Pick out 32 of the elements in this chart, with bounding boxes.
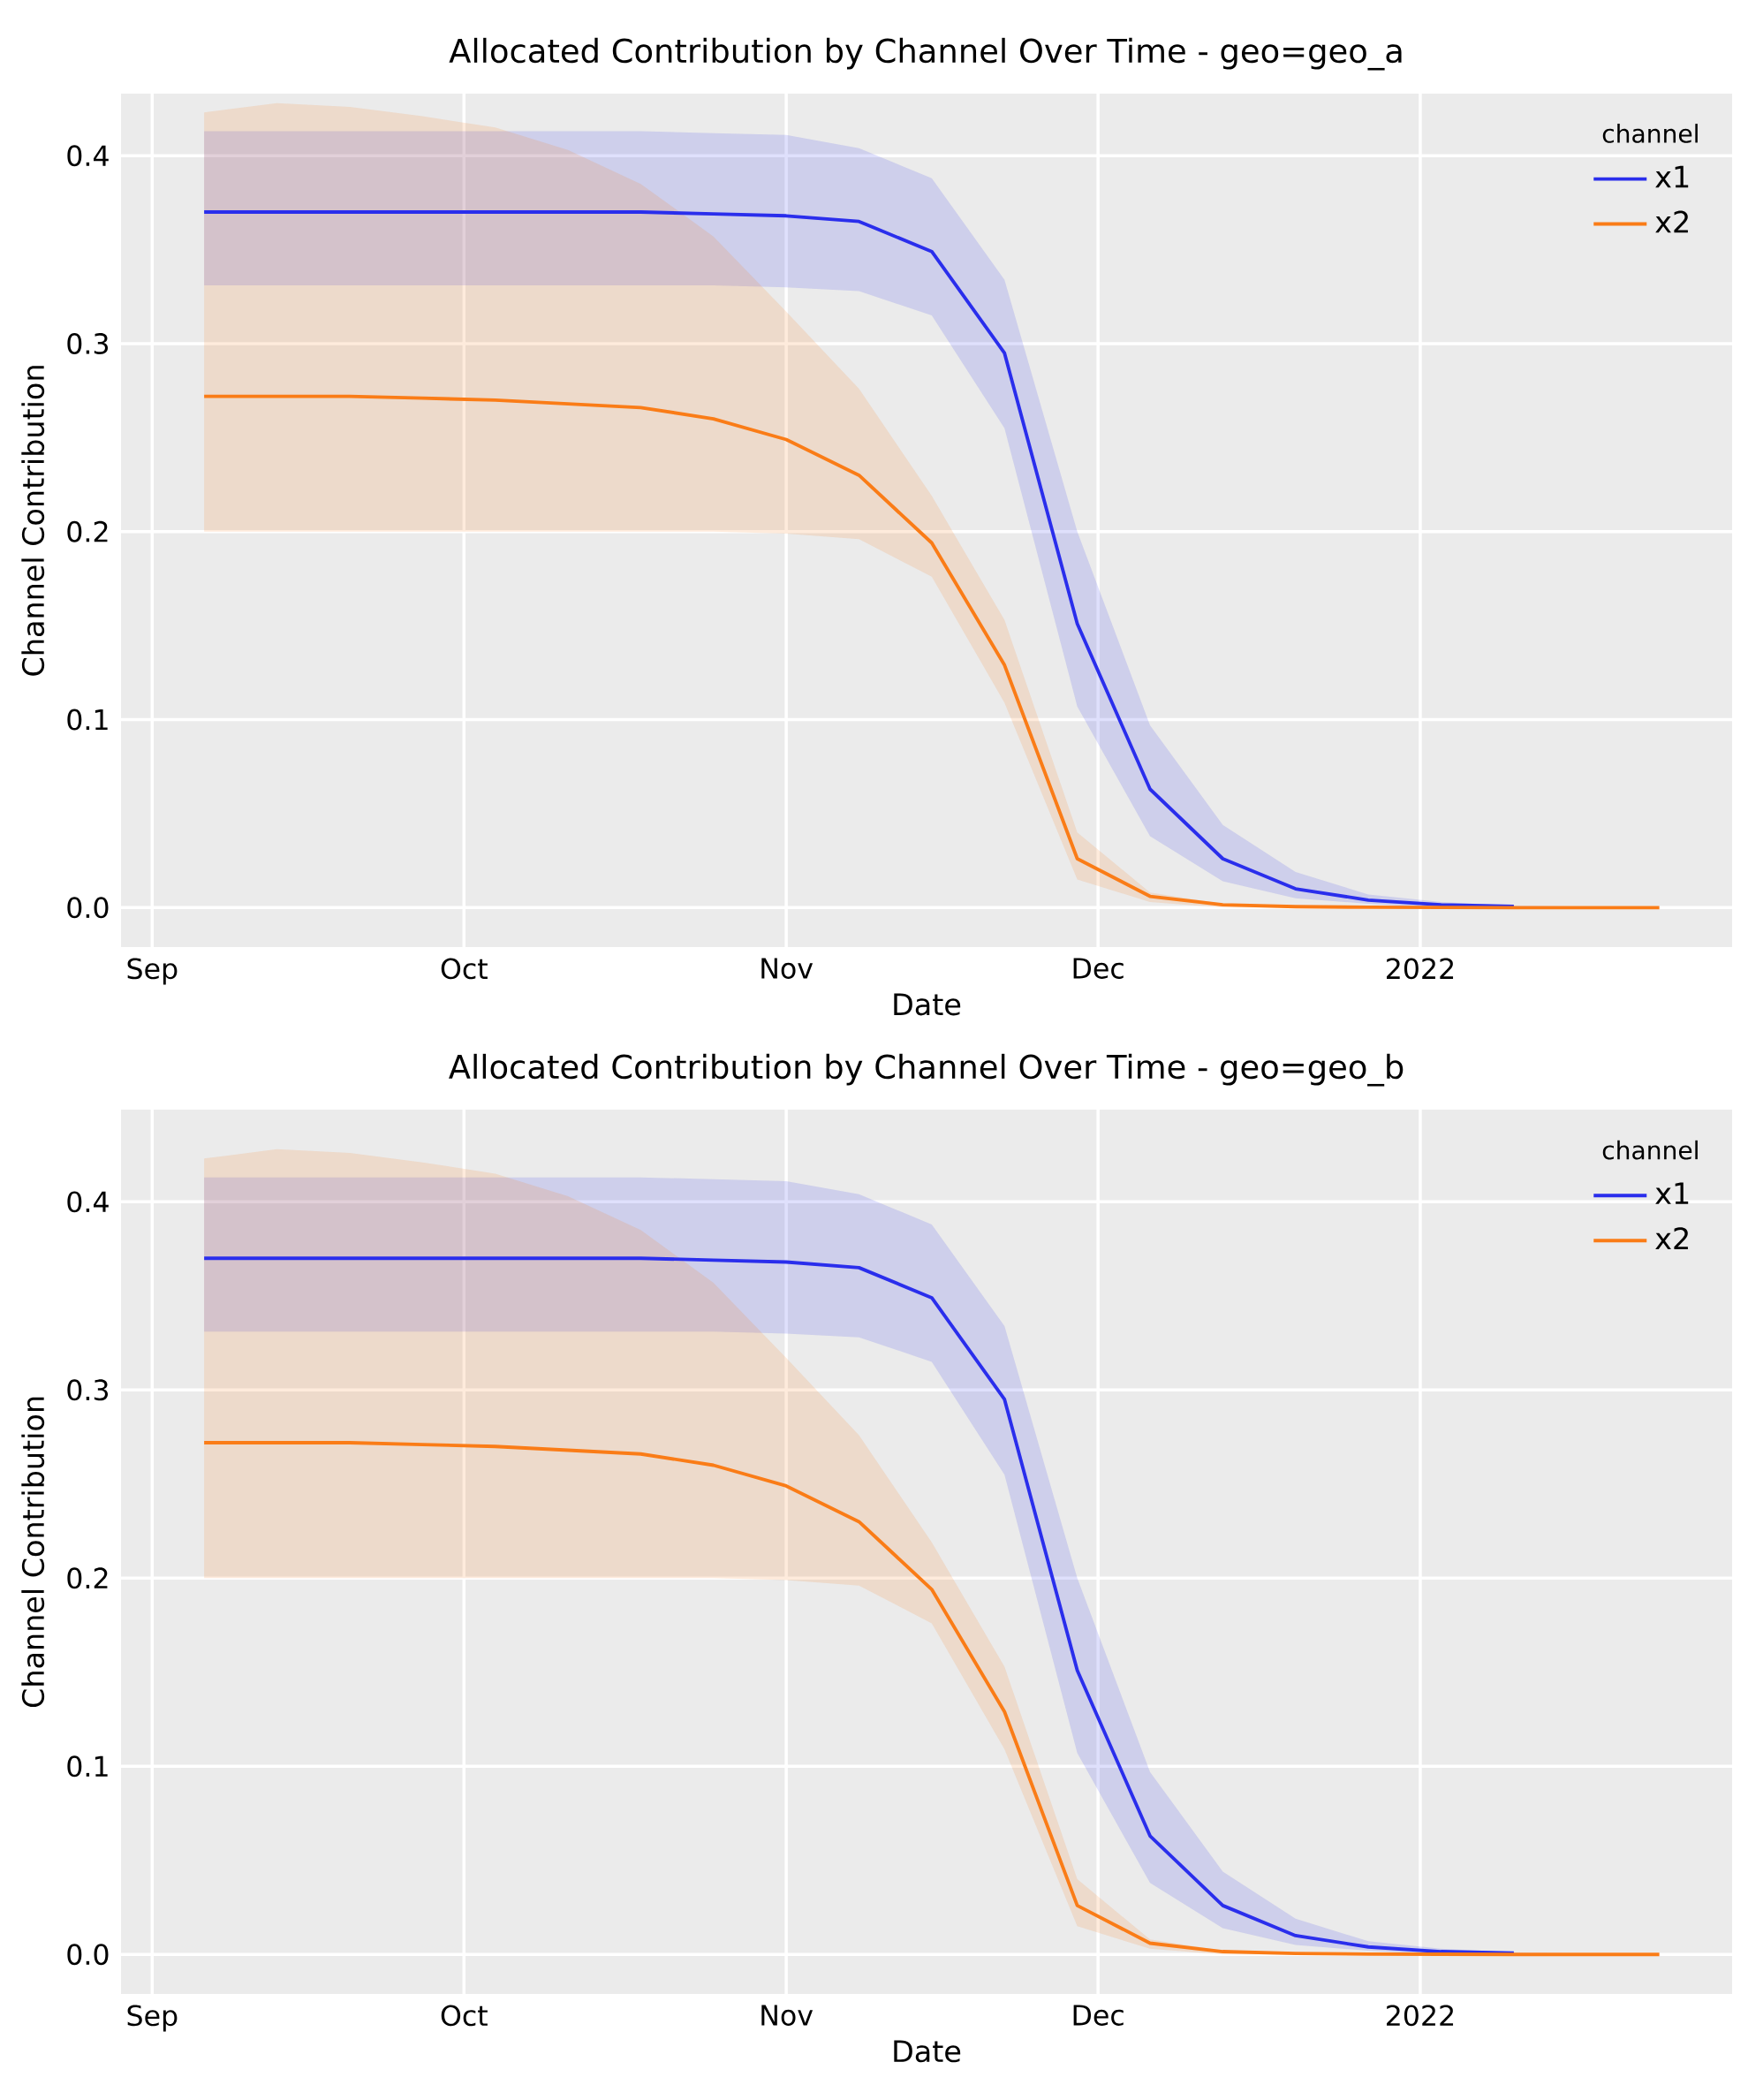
y-tick-label: 0.1 [67, 1755, 108, 1778]
x-tick-label: Oct [441, 958, 488, 980]
legend-title: channel [1602, 1140, 1698, 1160]
y-tick-label: 0.3 [67, 333, 109, 354]
y-axis-title: Channel Contribution [21, 366, 45, 676]
x-tick-label: 2022 [1387, 2005, 1454, 2027]
y-tick-label: 0.0 [67, 1944, 109, 1966]
y-tick-label: 0.3 [67, 1379, 109, 1401]
y-axis-title: Channel Contribution [21, 1397, 45, 1708]
x-tick-label: Sep [127, 2005, 178, 2032]
chart-title: Allocated Contribution by Channel Over Time - geo=geo_b [449, 1053, 1404, 1087]
y-tick-label: 0.1 [67, 709, 108, 731]
x-axis-title: Date [894, 2040, 961, 2063]
legend-label: x1 [1655, 1182, 1689, 1204]
y-tick-label: 0.4 [67, 1191, 109, 1213]
x-tick-label: Sep [127, 958, 178, 985]
legend-label: x2 [1655, 1227, 1688, 1249]
x-tick-label: 2022 [1387, 958, 1454, 980]
chart-title: Allocated Contribution by Channel Over Time - geo=geo_a [449, 37, 1402, 71]
x-axis-title: Date [894, 993, 961, 1016]
legend-label: x2 [1655, 210, 1688, 233]
y-tick-label: 0.4 [67, 145, 109, 167]
y-tick-label: 0.2 [67, 1567, 108, 1589]
x-tick-label: Nov [761, 2005, 813, 2026]
x-tick-label: Oct [441, 2005, 488, 2027]
legend-title: channel [1602, 124, 1698, 143]
y-tick-label: 0.0 [67, 897, 109, 919]
y-tick-label: 0.2 [67, 520, 108, 542]
x-tick-label: Dec [1073, 2005, 1124, 2026]
x-tick-label: Nov [761, 958, 813, 979]
legend-label: x1 [1655, 165, 1689, 188]
x-tick-label: Dec [1073, 958, 1124, 979]
